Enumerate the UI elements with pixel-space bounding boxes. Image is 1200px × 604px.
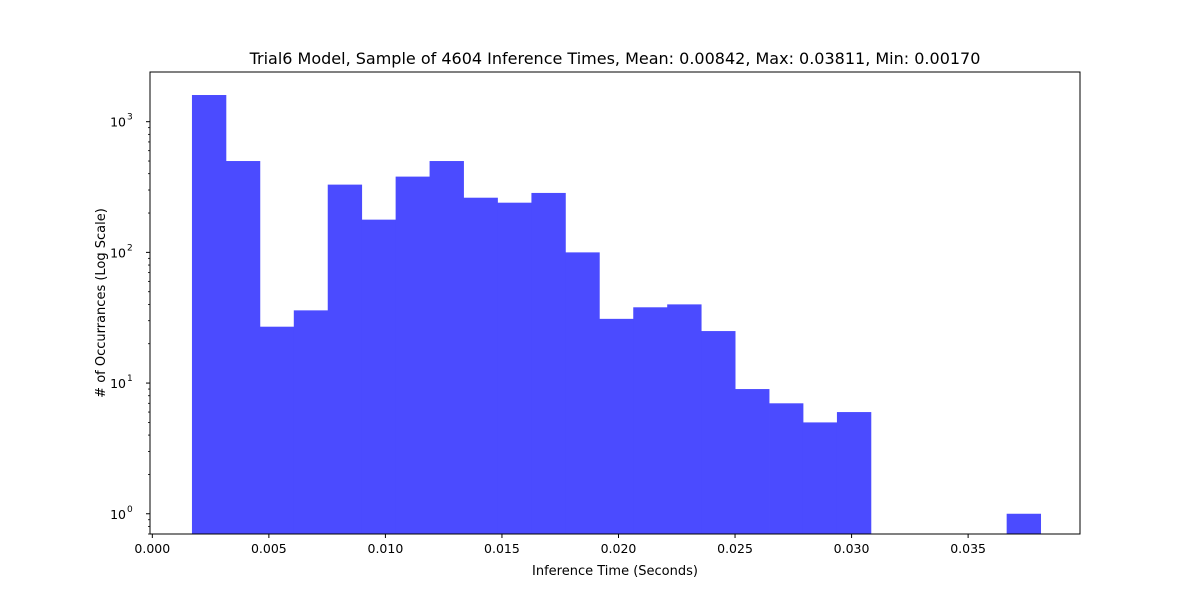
histogram-bar (667, 304, 702, 534)
y-tick-exponent: 3 (127, 113, 133, 123)
y-tick-exponent: 2 (127, 243, 133, 253)
histogram-bar (395, 176, 430, 534)
histogram-bar (191, 95, 227, 534)
histogram-bar (463, 197, 498, 534)
x-tick-label: 0.010 (368, 541, 404, 556)
histogram-bar (1006, 513, 1042, 534)
y-tick-label: 10 (110, 115, 126, 130)
plot-frame (149, 71, 1081, 535)
histogram-bar (769, 403, 804, 534)
x-tick-label: 0.015 (484, 541, 520, 556)
histogram-bar (836, 412, 872, 534)
histogram-bar (225, 161, 261, 535)
x-tick-label: 0.025 (717, 541, 753, 556)
histogram-bar (565, 252, 600, 534)
histogram-bar (531, 192, 566, 534)
bars-layer (191, 95, 1042, 535)
histogram-bar (633, 307, 668, 534)
histogram-bar (599, 318, 634, 534)
x-axis-ticks: 0.000 0.005 0.010 0.015 0.020 0.025 0.030 0.035 (134, 534, 986, 556)
x-tick-label: 0.035 (950, 541, 986, 556)
x-tick-label: 0.030 (834, 541, 870, 556)
histogram-bar (429, 161, 464, 535)
y-tick-label: 10 (110, 507, 126, 522)
x-tick-label: 0.005 (251, 541, 287, 556)
x-tick-label: 0.000 (134, 541, 170, 556)
histogram-bar (361, 219, 397, 534)
y-axis-label: # of Occurrances (Log Scale) (94, 208, 109, 398)
chart-title: Trial6 Model, Sample of 4604 Inference T… (249, 49, 981, 68)
y-tick-exponent: 1 (127, 374, 133, 384)
x-tick-label: 0.020 (601, 541, 637, 556)
histogram-bar (327, 184, 363, 534)
histogram-bar (497, 202, 532, 534)
histogram-bar (259, 326, 295, 534)
x-axis-label: Inference Time (Seconds) (532, 564, 698, 579)
y-tick-label: 10 (110, 376, 126, 391)
histogram-bar (735, 389, 770, 534)
y-tick-exponent: 0 (127, 505, 133, 515)
histogram-bar (293, 310, 329, 534)
histogram-bar (701, 331, 736, 534)
y-tick-label: 10 (110, 245, 126, 260)
histogram-bar (802, 422, 838, 534)
